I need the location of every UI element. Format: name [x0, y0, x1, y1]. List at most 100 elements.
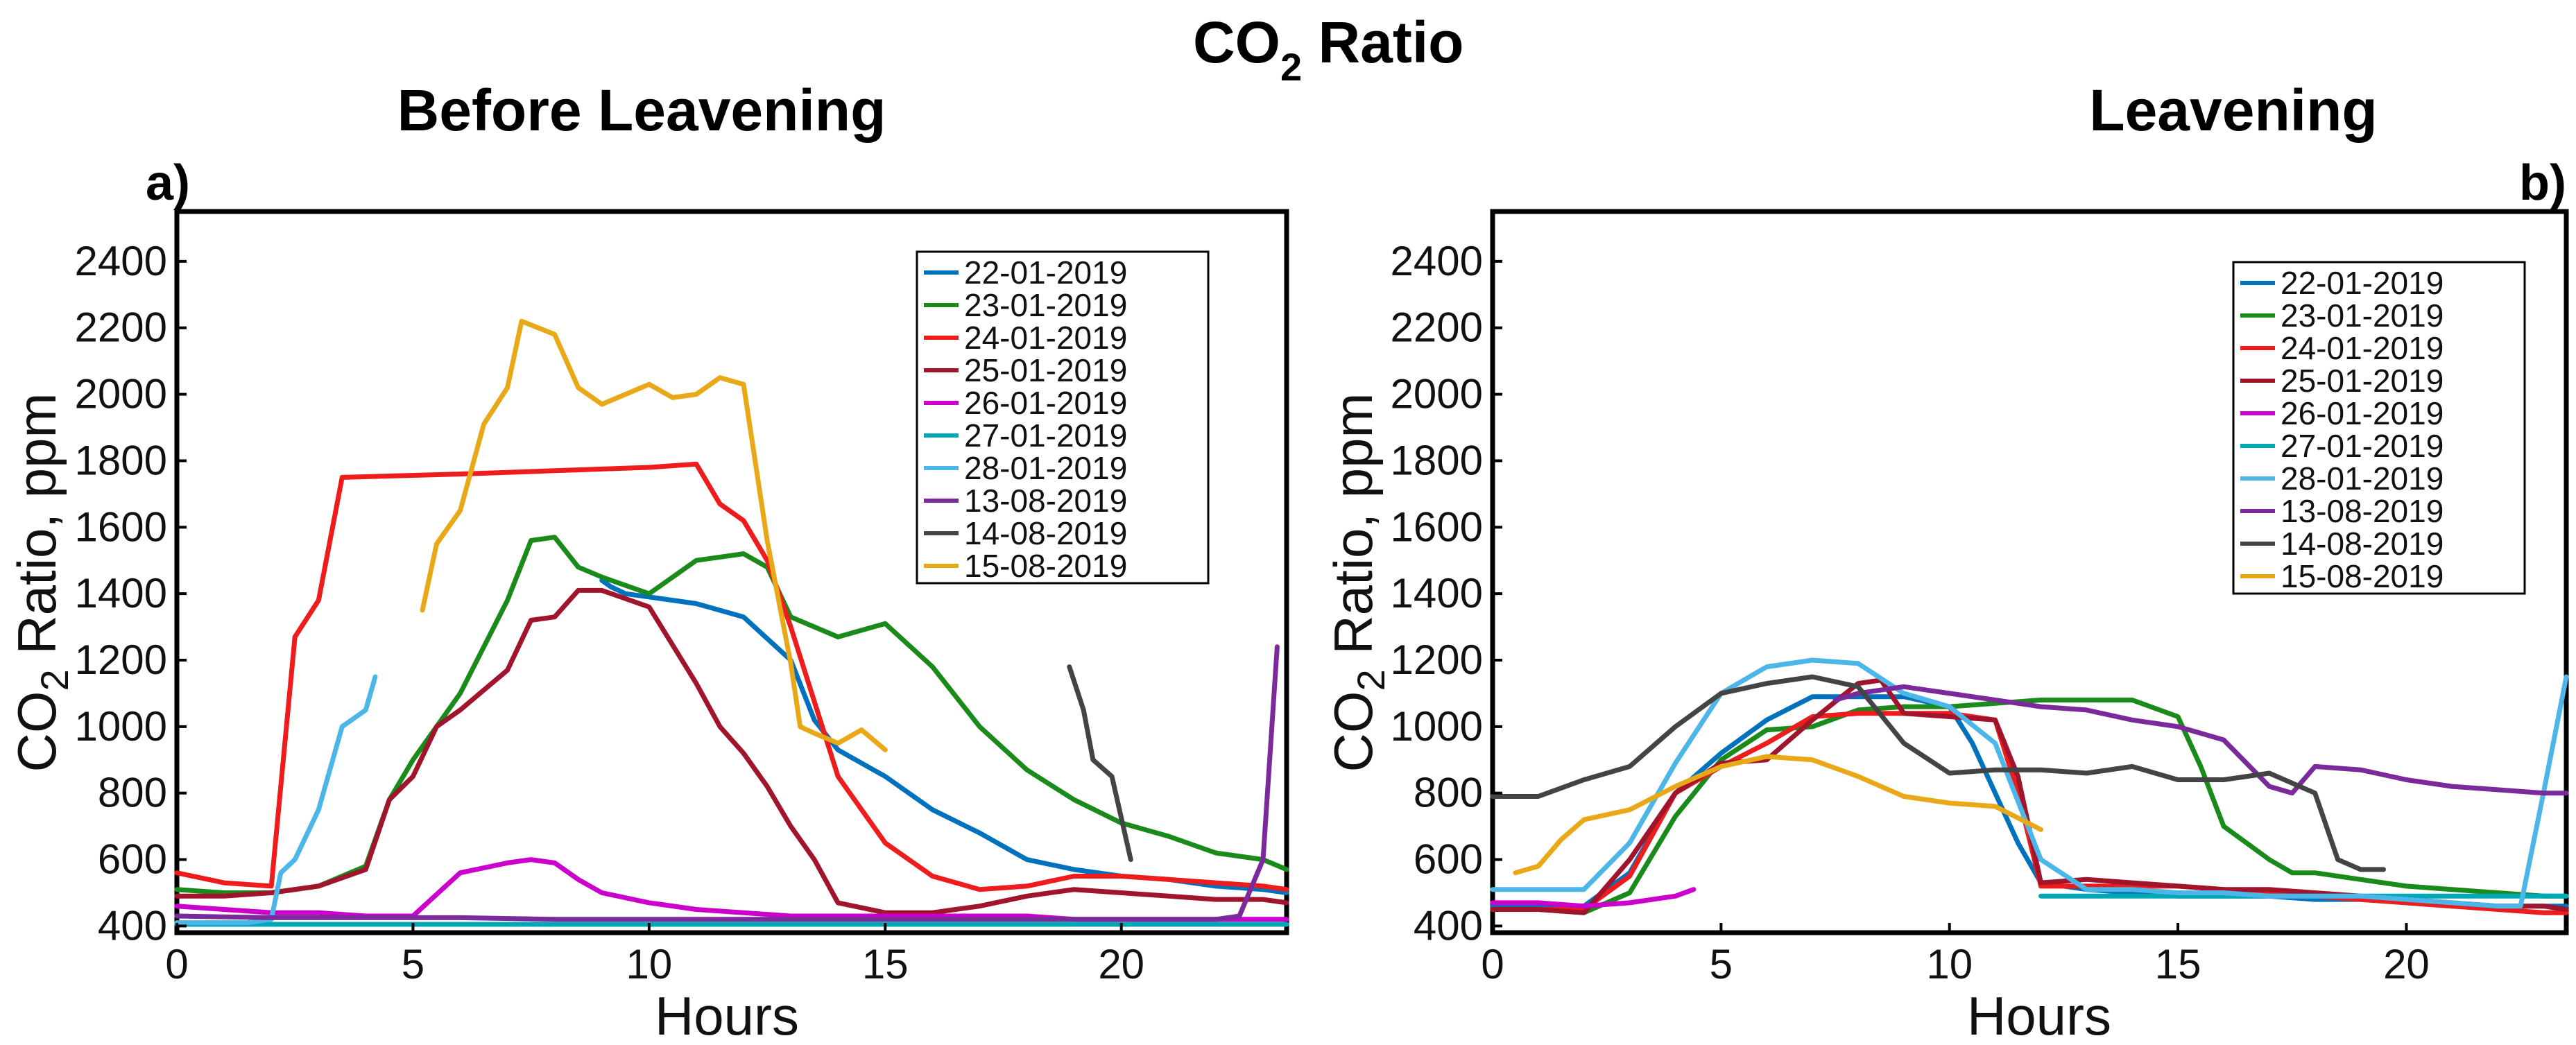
panel-a-series-line-23-01-2019 [174, 535, 1289, 895]
panel-a-legend-label: 23-01-2019 [964, 287, 1127, 323]
panel-a-y-label-rest: Ratio, ppm [6, 393, 67, 670]
panel-a-x-tick-label: 5 [402, 941, 424, 987]
panel-b-legend-label: 28-01-2019 [2281, 460, 2444, 496]
panel-a-x-tick-label: 0 [165, 941, 188, 987]
panel-b-series-line-23-01-2019 [1490, 698, 2569, 915]
panel-b-y-tick-label: 400 [1414, 902, 1483, 949]
panel-b-y-tick-label: 800 [1414, 770, 1483, 816]
panel-b-legend-label: 15-08-2019 [2281, 558, 2444, 594]
panel-a-legend-label: 24-01-2019 [964, 320, 1127, 356]
panel-a-y-tick-label: 600 [98, 836, 167, 883]
panel-a-plot-frame [174, 209, 1289, 935]
panel-a-y-tick-label: 2400 [75, 238, 167, 284]
panel-a-series-line-13-08-2019 [174, 644, 1280, 922]
figure-title-ratio: Ratio [1302, 10, 1463, 75]
panel-b-legend-label: 25-01-2019 [2281, 363, 2444, 399]
panel-a-subtitle: Before Leavening [397, 78, 886, 143]
panel-b-series-line-15-08-2019 [1513, 754, 2043, 876]
panel-a-y-tick-label: 800 [98, 770, 167, 816]
panel-a-x-axis-label: Hours [655, 985, 799, 1045]
panel-b-legend-label: 27-01-2019 [2281, 428, 2444, 464]
panel-a-y-tick-label: 2000 [75, 371, 167, 417]
figure-title-sub: 2 [1280, 45, 1302, 89]
panel-b-y-label-rest: Ratio, ppm [1323, 393, 1384, 670]
panel-a-legend-label: 22-01-2019 [964, 254, 1127, 291]
panel-b-y-ticks: 400 600 800 1000 1200 1400 1600 1800 2000 2200 240… [1391, 238, 1502, 949]
panel-a-y-tick-label: 1800 [75, 437, 167, 483]
panel-b-x-tick-label: 5 [1710, 941, 1733, 987]
panel-b-legend-label: 13-08-2019 [2281, 493, 2444, 529]
panel-b-y-tick-label: 1200 [1391, 637, 1483, 683]
panel-a-series-line-26-01-2019 [174, 857, 1289, 922]
panel-b-x-tick-label: 20 [2383, 941, 2430, 987]
panel-a-x-tick-label: 15 [862, 941, 909, 987]
panel-a-legend-box [916, 250, 1210, 585]
panel-a-x-tick-label: 10 [626, 941, 672, 987]
panel-b-legend-label: 14-08-2019 [2281, 526, 2444, 562]
panel-a-tag: a) [146, 155, 190, 211]
panel-b-y-tick-label: 2200 [1391, 304, 1483, 351]
panel-b-y-tick-label: 2000 [1391, 371, 1483, 417]
panel-b-y-tick-label: 2400 [1391, 238, 1483, 284]
panel-a-y-tick-label: 400 [98, 902, 167, 949]
panel-b-y-tick-label: 1600 [1391, 503, 1483, 550]
panel-a-series-line-28-01-2019 [174, 674, 378, 926]
panel-b-x-tick-label: 10 [1926, 941, 1973, 987]
panel-b-x-axis-label: Hours [1967, 985, 2111, 1045]
panel-b-series-line-14-08-2019 [1490, 674, 2386, 872]
panel-a-chart: 4006008001000120014001600180020002200240… [6, 209, 1289, 1045]
panel-b-series-group [1490, 657, 2569, 915]
panel-b-x-ticks: 0 5 10 15 20 [1481, 923, 2430, 987]
panel-b-y-label-sub: 2 [1349, 669, 1393, 691]
panel-a-y-label-sub: 2 [33, 669, 76, 691]
panel-a-legend-label: 25-01-2019 [964, 352, 1127, 388]
panel-b-y-tick-label: 1000 [1391, 703, 1483, 750]
panel-a-y-tick-label: 1200 [75, 637, 167, 683]
panel-a-series-group [174, 318, 1289, 927]
panel-b-x-tick-label: 15 [2155, 941, 2201, 987]
panel-b-series-line-26-01-2019 [1490, 887, 1697, 909]
panel-a-y-tick-label: 1600 [75, 503, 167, 550]
panel-a-x-ticks: 0 5 10 15 20 [165, 923, 1144, 987]
panel-a-y-tick-label: 1000 [75, 703, 167, 750]
panel-a-legend-label: 27-01-2019 [964, 417, 1127, 454]
panel-b-legend-label: 26-01-2019 [2281, 395, 2444, 431]
panel-a-y-tick-label: 2200 [75, 304, 167, 351]
panel-b-legend-label: 24-01-2019 [2281, 330, 2444, 366]
panel-a-y-ticks: 400 600 800 1000 1200 1400 1600 1800 2000 2200 240… [75, 238, 187, 949]
panel-b-subtitle: Leavening [2089, 78, 2377, 143]
panel-b-y-axis-label: CO2 Ratio, ppm [1323, 393, 1393, 772]
panel-b-legend-box [2232, 261, 2526, 595]
panel-a-series-line-15-08-2019 [420, 318, 888, 752]
figure-title: CO2 Ratio [1193, 10, 1464, 89]
panel-a-y-label-co: CO [6, 691, 67, 772]
panel-b-series-line-13-08-2019 [1832, 684, 2569, 796]
panel-a-y-tick-label: 1400 [75, 570, 167, 616]
panel-b-legend-label: 22-01-2019 [2281, 265, 2444, 301]
panel-b-tag: b) [2519, 155, 2566, 211]
panel-b-series-line-28-01-2019 [1490, 657, 2569, 909]
panel-a-y-axis-label: CO2 Ratio, ppm [6, 393, 76, 772]
panel-b-x-tick-label: 0 [1481, 941, 1504, 987]
panel-a-series-line-24-01-2019 [174, 461, 1289, 892]
panel-b-legend: 22-01-201923-01-201924-01-201925-01-2019… [2232, 261, 2526, 595]
panel-b-plot-frame [1490, 209, 2569, 935]
panel-a-series-line-14-08-2019 [1067, 664, 1133, 863]
panel-a-legend: 22-01-201923-01-201924-01-201925-01-2019… [916, 250, 1210, 585]
panel-a-legend-label: 14-08-2019 [964, 515, 1127, 551]
panel-a-legend-label: 13-08-2019 [964, 483, 1127, 519]
figure-title-co: CO [1193, 10, 1280, 75]
panel-b-y-tick-label: 1800 [1391, 437, 1483, 483]
panel-a-series-line-22-01-2019 [599, 578, 1289, 895]
panel-b-y-tick-label: 1400 [1391, 570, 1483, 616]
panel-a-legend-label: 28-01-2019 [964, 450, 1127, 486]
panel-b-y-tick-label: 600 [1414, 836, 1483, 883]
panel-a-series-line-25-01-2019 [174, 587, 1289, 915]
panel-a-x-tick-label: 20 [1098, 941, 1144, 987]
panel-b-chart: 4006008001000120014001600180020002200240… [1323, 209, 2569, 1045]
panel-a-legend-label: 15-08-2019 [964, 548, 1127, 584]
panel-a-legend-label: 26-01-2019 [964, 385, 1127, 421]
panel-b-legend-label: 23-01-2019 [2281, 297, 2444, 334]
panel-b-y-label-co: CO [1323, 691, 1384, 772]
